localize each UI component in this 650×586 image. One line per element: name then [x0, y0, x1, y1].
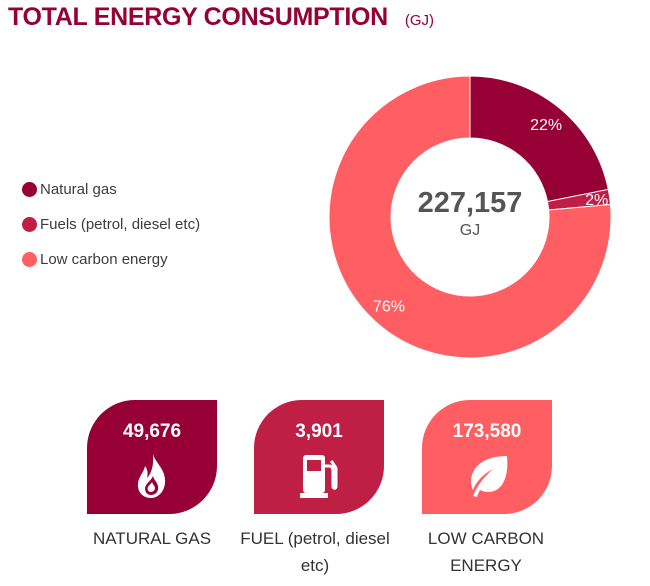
chart-legend: Natural gas Fuels (petrol, diesel etc) L… — [22, 172, 200, 277]
legend-item-fuels[interactable]: Fuels (petrol, diesel etc) — [22, 207, 200, 242]
donut-center-total: 227,157 — [418, 187, 523, 219]
fuel-card: 3,901 — [254, 400, 384, 514]
fuel-caption: FUEL (petrol, diesel etc) — [240, 529, 390, 575]
low-carbon-caption: LOW CARBON ENERGY — [427, 529, 545, 575]
slice-percent-label: 76% — [373, 299, 405, 316]
legend-item-natural-gas[interactable]: Natural gas — [22, 172, 200, 207]
low-carbon-value: 173,580 — [452, 421, 522, 442]
fuel-value: 3,901 — [295, 421, 343, 442]
natural-gas-value: 49,676 — [122, 421, 182, 442]
page-title: TOTAL ENERGY CONSUMPTION — [8, 3, 388, 31]
legend-swatch — [22, 217, 37, 232]
title-unit: (GJ) — [404, 12, 435, 29]
slice-natural-gas[interactable] — [469, 75, 609, 203]
flame-icon — [137, 454, 166, 498]
legend-swatch — [22, 182, 37, 197]
low-carbon-card: 173,580 — [422, 400, 552, 514]
slice-low-carbon[interactable] — [328, 75, 612, 359]
legend-label: Natural gas — [40, 181, 117, 198]
legend-swatch — [22, 252, 37, 267]
donut-slice-labels: 22% 2% 76% — [373, 117, 608, 315]
slice-percent-label: 2% — [585, 192, 608, 209]
fuel-pump-icon — [300, 455, 338, 498]
legend-item-low-carbon[interactable]: Low carbon energy — [22, 242, 200, 277]
donut-center-unit: GJ — [460, 222, 480, 239]
slice-percent-label: 22% — [530, 117, 562, 134]
donut-slices — [328, 75, 612, 359]
legend-label: Fuels (petrol, diesel etc) — [40, 216, 201, 233]
natural-gas-card: 49,676 — [87, 400, 217, 514]
leaf-icon — [471, 456, 508, 497]
page-title-row: TOTAL ENERGY CONSUMPTION (GJ) — [8, 3, 434, 32]
legend-label: Low carbon energy — [40, 251, 168, 268]
natural-gas-caption: NATURAL GAS — [92, 529, 212, 548]
